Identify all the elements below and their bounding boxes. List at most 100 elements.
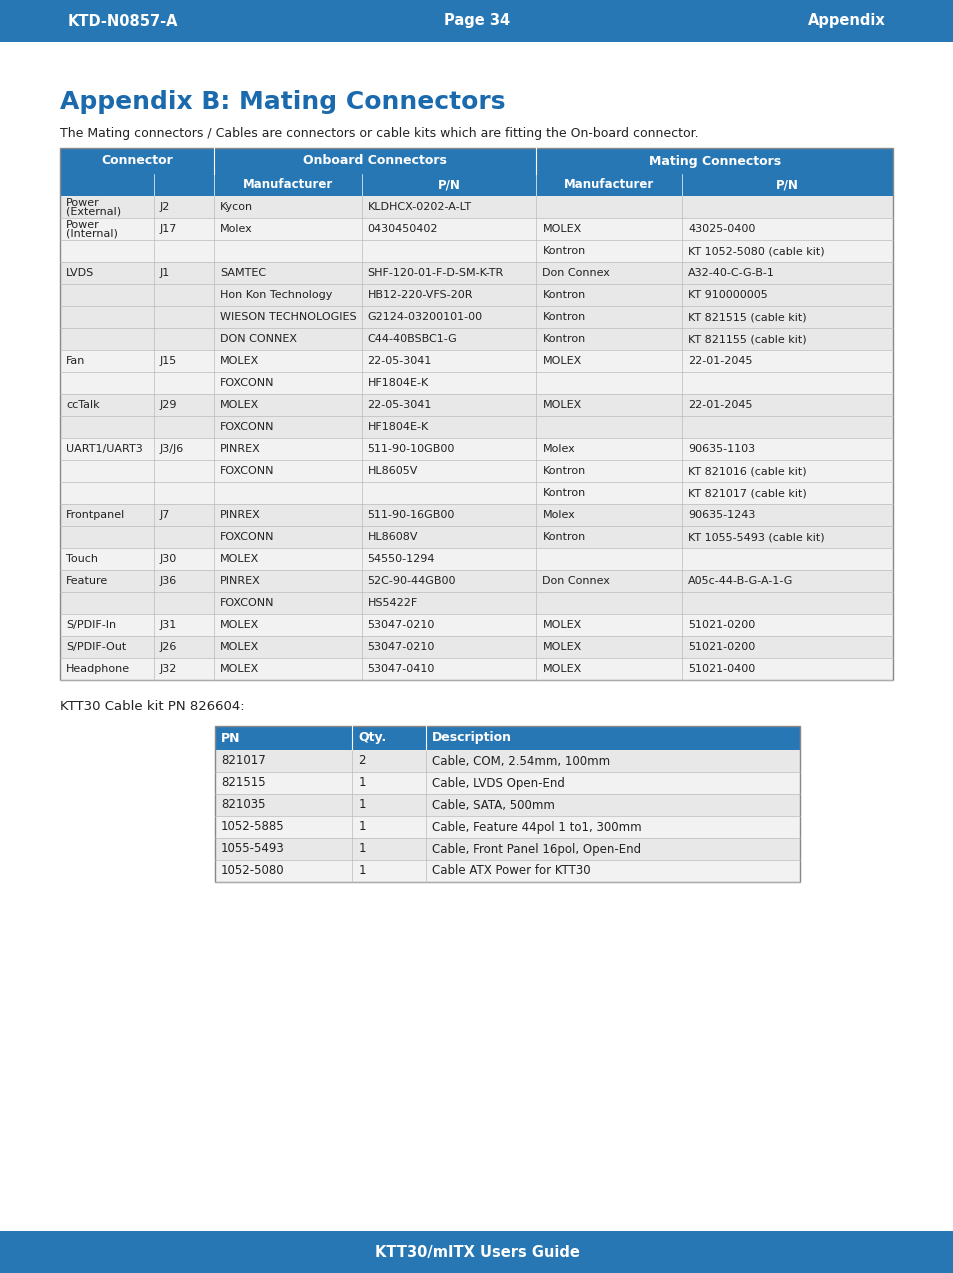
Text: 1: 1: [358, 821, 366, 834]
Text: MOLEX: MOLEX: [220, 642, 259, 652]
Text: Kontron: Kontron: [542, 466, 585, 476]
Text: MOLEX: MOLEX: [542, 356, 581, 367]
Text: 54550-1294: 54550-1294: [367, 554, 435, 564]
Text: (External): (External): [66, 206, 121, 216]
Text: 43025-0400: 43025-0400: [687, 224, 755, 234]
Bar: [214, 861, 800, 882]
Bar: [60, 148, 892, 680]
Text: Page 34: Page 34: [443, 14, 510, 28]
Text: KT 821155 (cable kit): KT 821155 (cable kit): [687, 334, 806, 344]
Bar: [214, 726, 800, 750]
Text: J32: J32: [159, 665, 176, 673]
Text: KT 821515 (cable kit): KT 821515 (cable kit): [687, 312, 806, 322]
Text: FOXCONN: FOXCONN: [220, 532, 274, 542]
Text: Cable, LVDS Open-End: Cable, LVDS Open-End: [431, 777, 564, 789]
Bar: [60, 504, 892, 526]
Text: KT 1052-5080 (cable kit): KT 1052-5080 (cable kit): [687, 246, 824, 256]
Text: Hon Kon Technology: Hon Kon Technology: [220, 290, 333, 300]
Text: MOLEX: MOLEX: [220, 554, 259, 564]
Text: A32-40-C-G-B-1: A32-40-C-G-B-1: [687, 269, 775, 278]
Text: Appendix B: Mating Connectors: Appendix B: Mating Connectors: [60, 90, 505, 115]
Text: J7: J7: [159, 510, 170, 519]
Text: KT 910000005: KT 910000005: [687, 290, 767, 300]
Bar: [60, 306, 892, 328]
Bar: [60, 241, 892, 262]
Bar: [60, 350, 892, 372]
Text: Headphone: Headphone: [66, 665, 130, 673]
Bar: [60, 526, 892, 547]
Text: 1: 1: [358, 777, 366, 789]
Bar: [214, 794, 800, 816]
Text: FOXCONN: FOXCONN: [220, 423, 274, 432]
Bar: [60, 218, 892, 241]
Text: 51021-0400: 51021-0400: [687, 665, 755, 673]
Text: A05c-44-B-G-A-1-G: A05c-44-B-G-A-1-G: [687, 575, 793, 586]
Bar: [60, 570, 892, 592]
Bar: [0, 1231, 953, 1273]
Text: 1: 1: [358, 864, 366, 877]
Text: 51021-0200: 51021-0200: [687, 620, 755, 630]
Text: J31: J31: [159, 620, 176, 630]
Text: 1055-5493: 1055-5493: [221, 843, 284, 855]
Text: The Mating connectors / Cables are connectors or cable kits which are fitting th: The Mating connectors / Cables are conne…: [60, 127, 698, 140]
Text: MOLEX: MOLEX: [220, 665, 259, 673]
Text: 1052-5885: 1052-5885: [221, 821, 284, 834]
Text: KT 821017 (cable kit): KT 821017 (cable kit): [687, 488, 806, 498]
Text: KLDHCX-0202-A-LT: KLDHCX-0202-A-LT: [367, 202, 471, 213]
Text: 821017: 821017: [221, 755, 266, 768]
Text: UART1/UART3: UART1/UART3: [66, 444, 143, 454]
Text: Fan: Fan: [66, 356, 85, 367]
Text: Kycon: Kycon: [220, 202, 253, 213]
Text: LVDS: LVDS: [66, 269, 94, 278]
Text: 53047-0210: 53047-0210: [367, 620, 435, 630]
Text: DON CONNEX: DON CONNEX: [220, 334, 296, 344]
Text: Power: Power: [66, 220, 100, 230]
Bar: [60, 592, 892, 614]
Bar: [0, 0, 953, 42]
Text: Cable ATX Power for KTT30: Cable ATX Power for KTT30: [431, 864, 590, 877]
Text: Kontron: Kontron: [542, 312, 585, 322]
Bar: [214, 771, 800, 794]
Text: 511-90-16GB00: 511-90-16GB00: [367, 510, 455, 519]
Text: MOLEX: MOLEX: [542, 224, 581, 234]
Bar: [60, 482, 892, 504]
Text: 22-05-3041: 22-05-3041: [367, 400, 432, 410]
Text: MOLEX: MOLEX: [542, 620, 581, 630]
Bar: [60, 148, 892, 174]
Text: MOLEX: MOLEX: [220, 356, 259, 367]
Bar: [60, 174, 892, 196]
Bar: [214, 838, 800, 861]
Text: Kontron: Kontron: [542, 290, 585, 300]
Text: Manufacturer: Manufacturer: [563, 178, 654, 191]
Text: MOLEX: MOLEX: [220, 620, 259, 630]
Text: 0430450402: 0430450402: [367, 224, 437, 234]
Text: 821515: 821515: [221, 777, 265, 789]
Text: 1: 1: [358, 843, 366, 855]
Text: KT 821016 (cable kit): KT 821016 (cable kit): [687, 466, 806, 476]
Text: KTD-N0857-A: KTD-N0857-A: [68, 14, 178, 28]
Text: 51021-0200: 51021-0200: [687, 642, 755, 652]
Text: WIESON TECHNOLOGIES: WIESON TECHNOLOGIES: [220, 312, 356, 322]
Text: MOLEX: MOLEX: [220, 400, 259, 410]
Text: HL8608V: HL8608V: [367, 532, 417, 542]
Text: MOLEX: MOLEX: [542, 665, 581, 673]
Text: 90635-1103: 90635-1103: [687, 444, 755, 454]
Text: J17: J17: [159, 224, 176, 234]
Bar: [60, 328, 892, 350]
Bar: [60, 372, 892, 395]
Text: FOXCONN: FOXCONN: [220, 466, 274, 476]
Text: 22-01-2045: 22-01-2045: [687, 400, 752, 410]
Text: Kontron: Kontron: [542, 246, 585, 256]
Text: PINREX: PINREX: [220, 444, 260, 454]
Text: P/N: P/N: [437, 178, 460, 191]
Text: HB12-220-VFS-20R: HB12-220-VFS-20R: [367, 290, 473, 300]
Text: J30: J30: [159, 554, 176, 564]
Bar: [214, 816, 800, 838]
Text: J29: J29: [159, 400, 176, 410]
Text: J3/J6: J3/J6: [159, 444, 183, 454]
Text: 2: 2: [358, 755, 366, 768]
Text: 1: 1: [358, 798, 366, 811]
Text: 52C-90-44GB00: 52C-90-44GB00: [367, 575, 456, 586]
Text: Kontron: Kontron: [542, 334, 585, 344]
Bar: [60, 614, 892, 636]
